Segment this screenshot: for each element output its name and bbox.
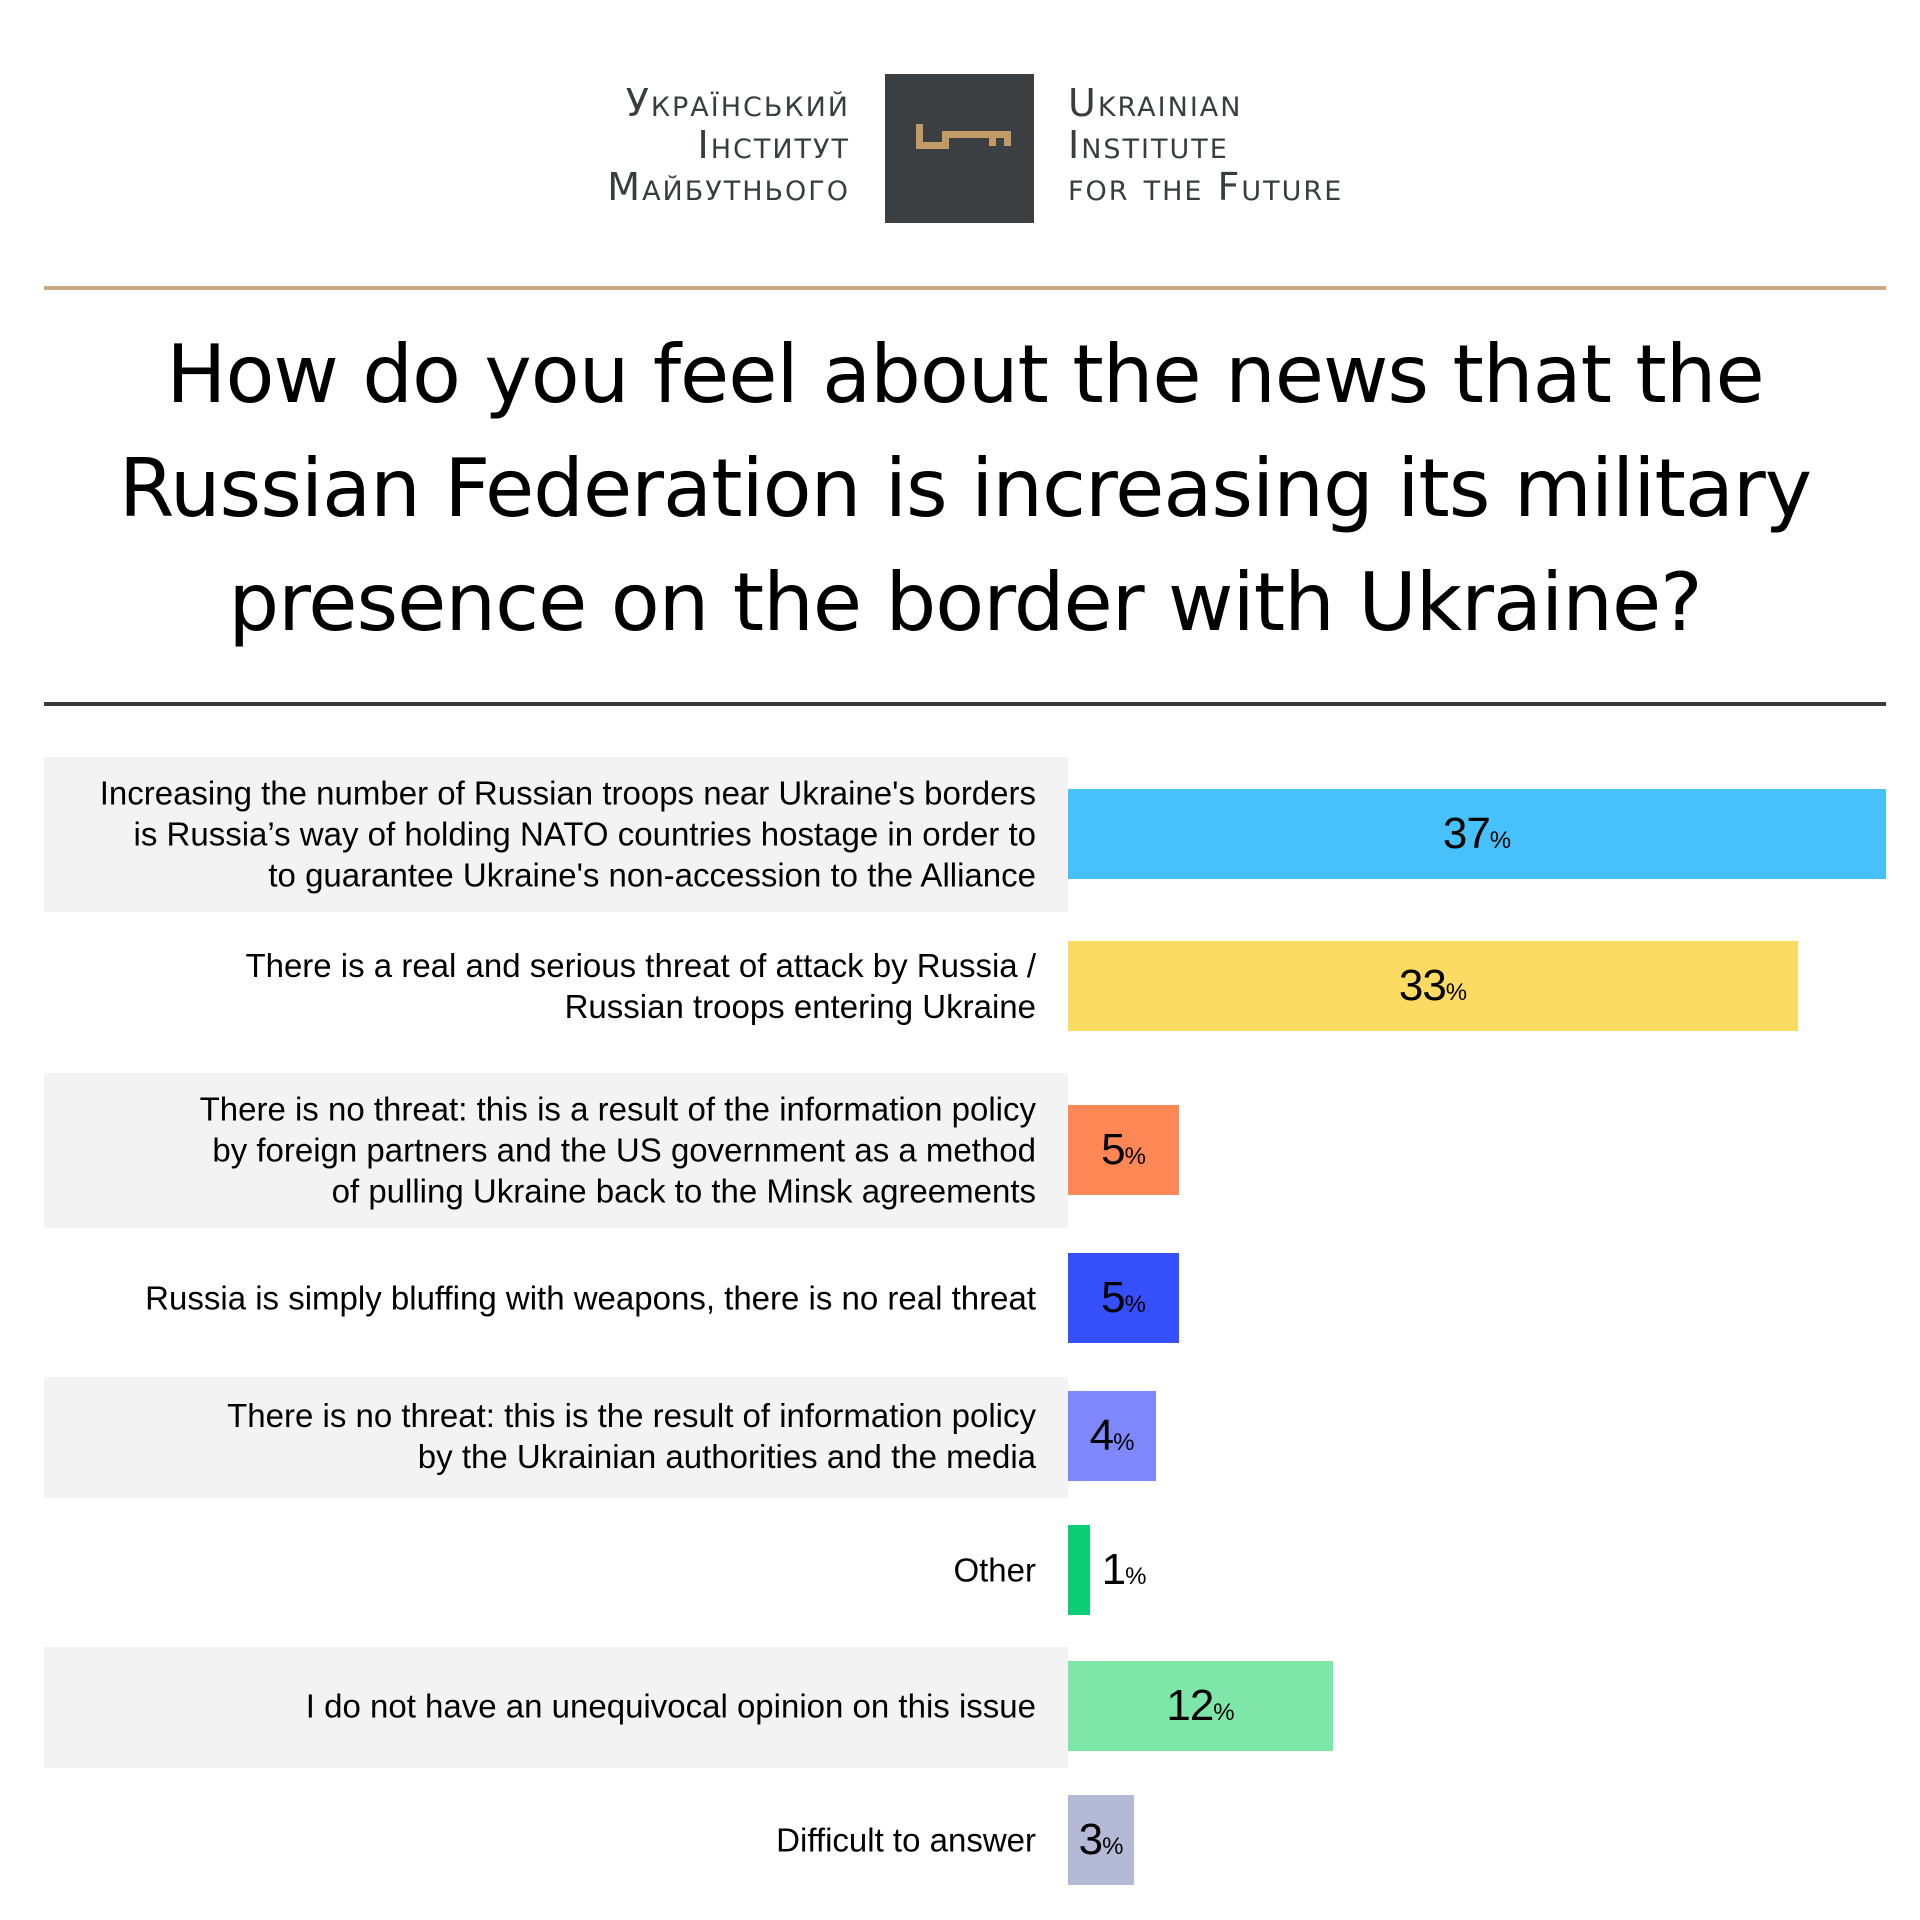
category-label-line: Difficult to answer [776,1821,1036,1859]
data-label-value: 5 [1101,1125,1126,1174]
org-name-ukrainian: Український Інститут Майбутнього [607,82,850,208]
category-label: Other [36,1550,1036,1591]
category-label-line: There is no threat: this is a result of … [199,1090,1036,1128]
data-label-value: 37 [1442,809,1491,858]
data-label-unit: % [1124,1143,1146,1170]
divider-top [44,286,1886,290]
bar [1068,789,1886,879]
bar [1068,1105,1179,1195]
org-name-ua-line: Майбутнього [607,165,850,209]
category-label: I do not have an unequivocal opinion on … [36,1686,1036,1727]
bar [1068,1525,1090,1615]
data-label: 37% [1443,809,1511,859]
category-label: Increasing the number of Russian troops … [36,773,1036,896]
category-label-line: I do not have an unequivocal opinion on … [305,1687,1036,1725]
question-title: How do you feel about the news that the … [118,328,1812,649]
data-label-unit: % [1102,1833,1124,1860]
bar [1068,1253,1179,1343]
data-label: 1% [1102,1545,1147,1595]
org-name-ua-line: Інститут [697,123,850,167]
data-label-value: 12 [1166,1681,1214,1730]
org-name-en-line: for the Future [1068,165,1344,209]
data-label-value: 4 [1089,1411,1115,1460]
category-label: There is a real and serious threat of at… [36,945,1036,1027]
category-label: There is no threat: this is the result o… [36,1395,1036,1477]
category-label-line: Russia is simply bluffing with weapons, … [145,1279,1036,1317]
category-label-line: There is a real and serious threat of at… [245,947,1036,984]
data-label-unit: % [1213,1699,1235,1726]
data-label: 33% [1399,961,1467,1011]
org-name-ua-line: Український [625,81,850,125]
data-label: 4% [1090,1411,1135,1461]
data-label: 3% [1079,1815,1124,1865]
category-label-line: by the Ukrainian authorities and the med… [417,1438,1036,1475]
data-label: 12% [1166,1681,1234,1731]
category-label-line: Increasing the number of Russian troops … [99,774,1036,812]
bar [1068,1391,1156,1481]
bar [1068,1795,1134,1885]
row-background [44,1073,1068,1228]
data-label: 5% [1101,1125,1146,1175]
category-label-line: There is no threat: this is the result o… [227,1397,1036,1434]
org-name-en-line: Ukrainian [1068,81,1243,125]
data-label: 5% [1101,1273,1146,1323]
row-background [44,1377,1068,1498]
row-background [44,1647,1068,1768]
category-label-line: to guarantee Ukraine's non-accession to … [268,856,1036,894]
category-label: Difficult to answer [36,1820,1036,1861]
data-label-value: 5 [1101,1273,1126,1322]
data-label-value: 33 [1398,961,1447,1010]
data-label-unit: % [1489,827,1512,854]
data-label-value: 1 [1101,1545,1127,1594]
category-label-line: is Russia’s way of holding NATO countrie… [133,815,1036,853]
data-label-unit: % [1113,1429,1135,1456]
data-label-unit: % [1125,1563,1147,1590]
category-label-line: Other [953,1551,1036,1589]
logo [885,74,1034,223]
category-label-line: of pulling Ukraine back to the Minsk agr… [331,1172,1036,1210]
header: Український Інститут Майбутнього Ukraini… [0,0,1920,280]
category-label: Russia is simply bluffing with weapons, … [36,1278,1036,1319]
category-label: There is no threat: this is a result of … [36,1089,1036,1212]
data-label-unit: % [1124,1291,1146,1318]
data-label-value: 3 [1078,1815,1104,1864]
bar [1068,941,1798,1031]
bar [1068,1661,1333,1751]
key-icon [916,124,1011,149]
category-label-line: by foreign partners and the US governmen… [212,1131,1036,1169]
divider-bottom [44,702,1886,706]
data-label-unit: % [1445,979,1468,1006]
org-name-en-line: Institute [1068,123,1229,167]
row-background [44,757,1068,912]
category-label-line: Russian troops entering Ukraine [564,988,1036,1025]
org-name-english: Ukrainian Institute for the Future [1068,82,1343,208]
